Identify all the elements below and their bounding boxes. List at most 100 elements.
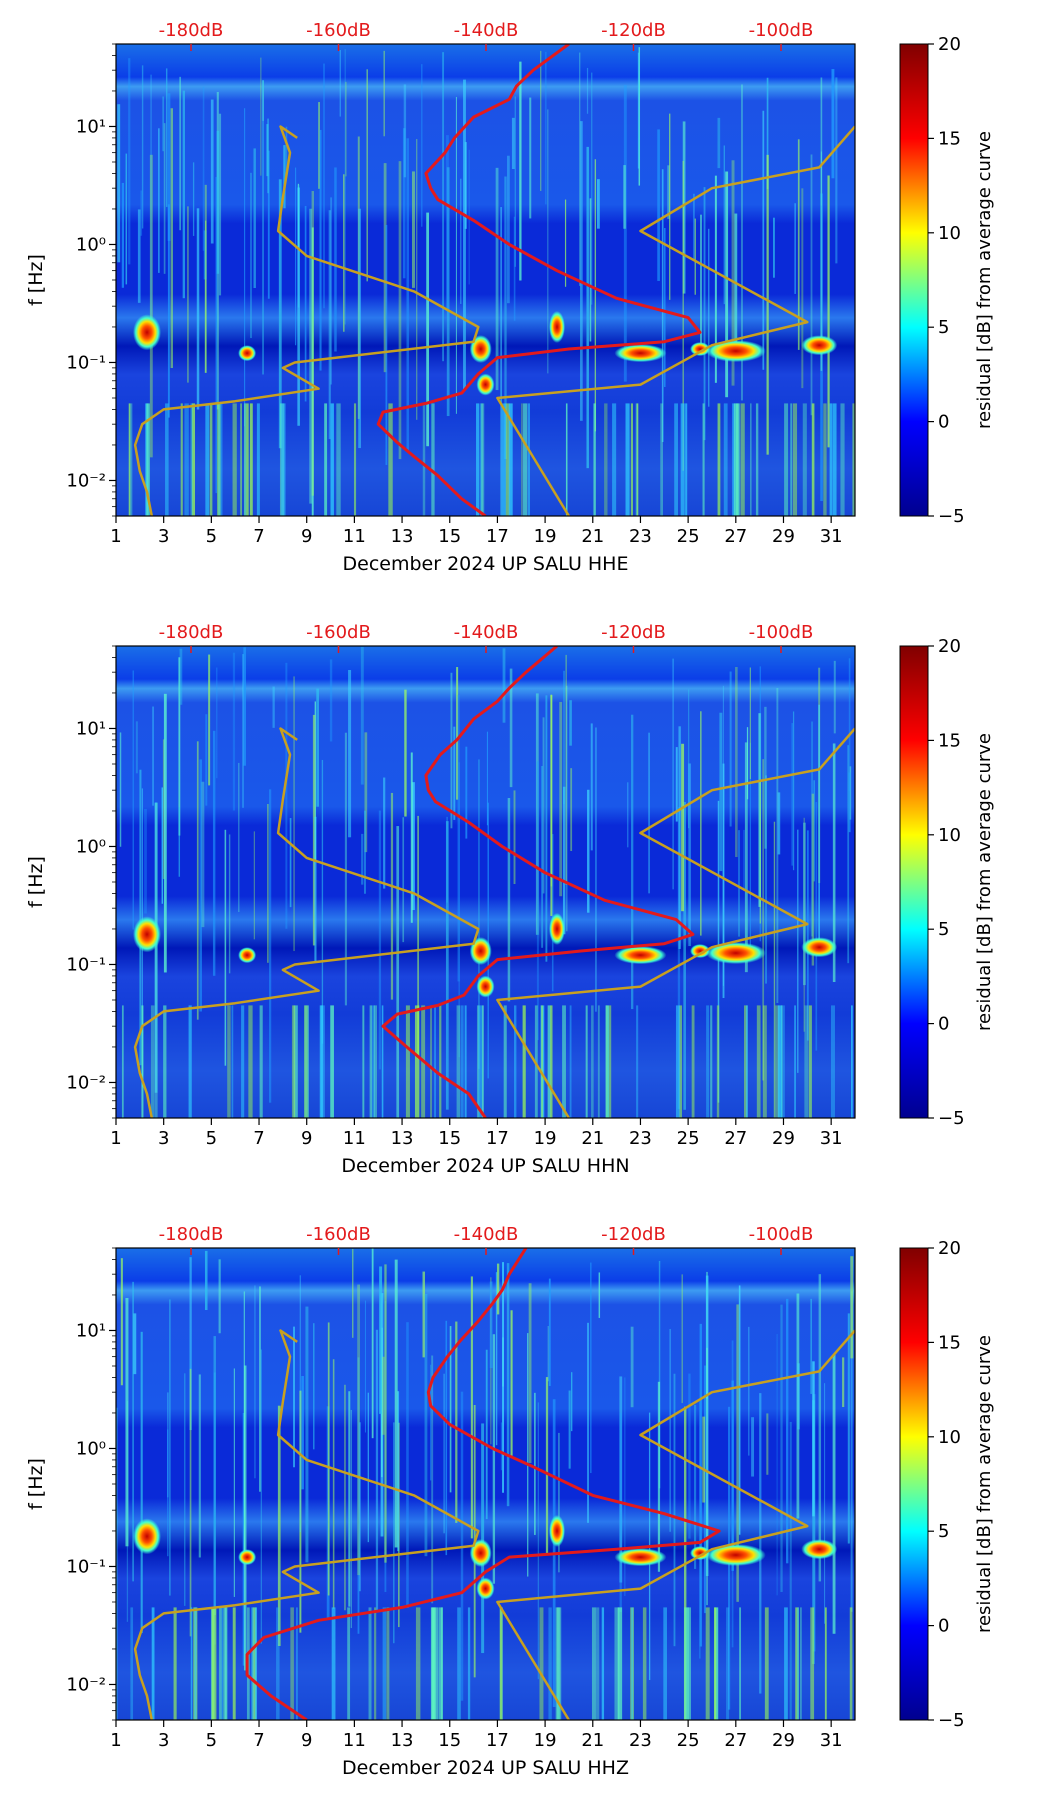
noise-streak	[529, 97, 532, 219]
lowfreq-streak	[467, 1607, 471, 1720]
lowfreq-streak	[319, 1005, 323, 1118]
noise-streak	[421, 64, 423, 227]
noise-streak	[244, 108, 246, 427]
lowfreq-streak	[713, 1607, 717, 1720]
noise-streak	[803, 822, 806, 986]
lowfreq-streak	[739, 1607, 741, 1720]
y-tick-label: 10¹	[76, 718, 106, 739]
noise-streak	[371, 1248, 374, 1439]
y-axis-label: f [Hz]	[25, 1458, 47, 1510]
noise-streak	[465, 746, 468, 839]
lowfreq-streak	[362, 1005, 365, 1118]
noise-streak	[260, 1349, 262, 1644]
noise-streak	[204, 220, 207, 373]
noise-streak	[794, 203, 796, 294]
noise-streak	[591, 72, 593, 305]
noise-streak	[125, 1297, 129, 1547]
colorbar	[899, 645, 929, 1119]
noise-model-curve	[133, 125, 480, 516]
noise-streak	[723, 145, 725, 305]
lowfreq-streak	[800, 1607, 802, 1720]
lowfreq-streak	[680, 403, 685, 516]
lowfreq-streak	[371, 1005, 376, 1118]
lowfreq-streak	[685, 1607, 689, 1720]
noise-streak	[198, 1374, 201, 1558]
noise-streak	[850, 1256, 854, 1359]
lowfreq-streak	[256, 403, 260, 516]
noise-streak	[744, 742, 748, 973]
noise-streak	[133, 1313, 137, 1375]
noise-streak	[382, 1356, 385, 1435]
lowfreq-streak	[705, 1607, 710, 1720]
noise-streak	[824, 1383, 826, 1624]
noise-streak	[357, 1284, 361, 1576]
noise-streak	[683, 801, 686, 1110]
noise-streak	[766, 154, 769, 455]
noise-streak	[707, 228, 710, 407]
noise-streak	[714, 175, 717, 383]
x-tick-label: 5	[206, 526, 217, 547]
noise-streak	[741, 84, 743, 401]
noise-model-curve	[133, 1329, 480, 1720]
lowfreq-streak	[691, 1005, 695, 1118]
noise-streak	[192, 162, 195, 236]
plot-area	[116, 44, 855, 516]
x-tick-label: 29	[772, 1730, 795, 1751]
noise-streak	[661, 169, 664, 443]
noise-streak	[327, 1322, 330, 1596]
noise-model-curve	[133, 727, 480, 1118]
noise-streak	[623, 165, 626, 229]
lowfreq-streak	[276, 1607, 280, 1720]
colorbar-tick-label: 15	[938, 1332, 961, 1353]
lowfreq-streak	[430, 1005, 432, 1118]
noise-streak	[731, 160, 735, 386]
colorbar-tick-label: 10	[938, 825, 961, 846]
noise-streak	[162, 739, 165, 879]
lowfreq-streak	[591, 1607, 596, 1720]
lowfreq-streak	[685, 403, 688, 516]
lowfreq-streak	[438, 1607, 443, 1720]
noise-streak	[301, 1375, 304, 1490]
noise-streak	[411, 782, 415, 911]
hotspot	[801, 937, 838, 958]
noise-streak	[375, 1329, 379, 1612]
lowfreq-streak	[439, 1005, 442, 1118]
noise-streak	[513, 790, 516, 885]
noise-streak	[500, 1422, 503, 1471]
noise-streak	[259, 1286, 261, 1492]
lowfreq-streak	[320, 1005, 325, 1118]
noise-streak	[681, 1274, 683, 1404]
noise-streak	[489, 1281, 493, 1369]
lowfreq-streak	[686, 1607, 690, 1720]
hotspot	[705, 340, 766, 363]
colorbar	[899, 43, 929, 517]
noise-streak	[396, 826, 400, 1118]
noise-streak	[204, 1250, 208, 1311]
x-tick-label: 23	[629, 1730, 652, 1751]
noise-streak	[140, 1331, 143, 1634]
noise-streak	[657, 129, 660, 281]
noise-streak	[688, 763, 691, 947]
noise-streak	[285, 662, 288, 929]
noise-streak	[481, 1423, 485, 1654]
lowfreq-streak	[597, 1005, 600, 1118]
lowfreq-streak	[331, 1607, 336, 1720]
noise-streak	[161, 787, 164, 904]
noise-streak	[558, 1432, 560, 1573]
lowfreq-streak	[347, 1607, 351, 1720]
x-tick-label: 9	[301, 1128, 312, 1149]
noise-streak	[272, 686, 275, 728]
lowfreq-streak	[252, 1607, 257, 1720]
x-tick-label: 7	[253, 526, 264, 547]
noise-streak	[162, 96, 165, 152]
noise-streak	[731, 1380, 734, 1571]
noise-streak	[820, 77, 823, 371]
lowfreq-streak	[674, 403, 678, 516]
lowfreq-streak	[422, 403, 426, 516]
noise-streak	[751, 1417, 755, 1477]
lowfreq-streak	[205, 403, 210, 516]
lowfreq-streak	[745, 1005, 748, 1118]
lowfreq-streak	[353, 403, 357, 516]
noise-streak	[789, 1421, 792, 1720]
y-tick-label: 10⁰	[76, 234, 106, 255]
